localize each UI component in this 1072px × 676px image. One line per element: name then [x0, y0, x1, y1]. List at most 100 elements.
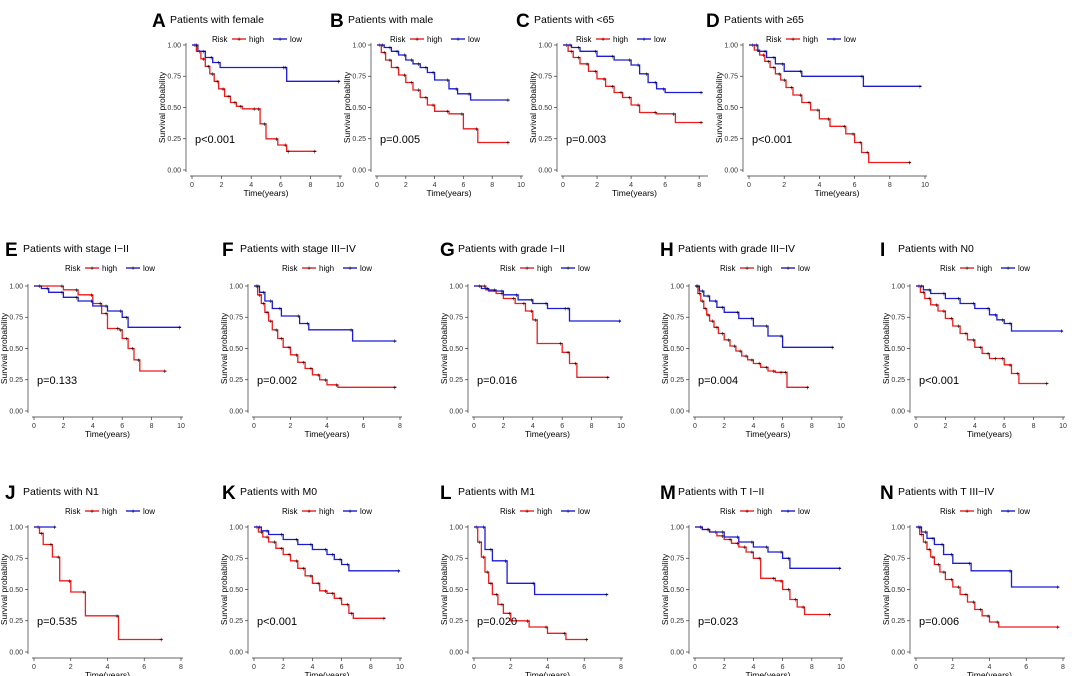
- censor-mark-high: +: [721, 331, 725, 338]
- censor-mark-high: +: [56, 555, 60, 562]
- y-axis-label-j: Survival probability: [0, 553, 9, 625]
- x-tick-label: 4: [546, 664, 550, 671]
- censor-mark-high: +: [842, 124, 846, 131]
- x-axis-label-d: Time(years): [814, 188, 859, 198]
- chart-title-g: Patients with grade I−II: [458, 243, 565, 255]
- censor-mark-low: +: [918, 84, 922, 91]
- legend-swatch-mark-high: +: [745, 508, 749, 515]
- p-value-n: p=0.006: [919, 616, 959, 628]
- censor-mark-high: +: [798, 93, 802, 100]
- panel-letter-d: D: [706, 11, 720, 32]
- p-value-f: p=0.002: [257, 375, 297, 387]
- y-tick-label: 0.50: [9, 346, 23, 353]
- legend-swatch-mark-high: +: [90, 265, 94, 272]
- legend-g: Risk + high + low: [500, 264, 590, 273]
- censor-mark-low: +: [409, 58, 413, 65]
- censor-mark-low: +: [779, 550, 783, 557]
- y-axis-label-f: Survival probability: [219, 312, 229, 384]
- x-tick-label: 6: [781, 664, 785, 671]
- x-tick-label: 10: [336, 182, 344, 189]
- x-tick-label: 0: [472, 664, 476, 671]
- censor-mark-high: +: [274, 327, 278, 334]
- x-axis-label-e: Time(years): [85, 429, 130, 439]
- censor-mark-high: +: [323, 588, 327, 595]
- censor-mark-low: +: [786, 556, 790, 563]
- legend-swatch-mark-high: +: [965, 265, 969, 272]
- x-tick-label: 0: [914, 423, 918, 430]
- censor-mark-high: +: [255, 525, 259, 532]
- censor-mark-low: +: [402, 53, 406, 60]
- censor-mark-high: +: [743, 545, 747, 552]
- censor-mark-low: +: [611, 54, 615, 61]
- y-axis-label-l: Survival probability: [439, 553, 449, 625]
- censor-mark-high: +: [699, 120, 703, 127]
- panel-h: H Patients with grade III−IV Risk + high + low…: [660, 240, 845, 439]
- censor-mark-low: +: [269, 299, 273, 306]
- y-tick-label: 1.00: [670, 283, 684, 290]
- censor-mark-high: +: [49, 542, 53, 549]
- censor-mark-high: +: [1001, 356, 1005, 363]
- legend-swatch-mark-high: +: [525, 508, 529, 515]
- x-tick-label: 6: [582, 664, 586, 671]
- censor-mark-low: +: [331, 552, 335, 559]
- censor-mark-high: +: [395, 65, 399, 72]
- x-tick-label: 10: [1059, 423, 1067, 430]
- y-tick-label: 0.00: [891, 649, 905, 656]
- censor-mark-high: +: [424, 95, 428, 102]
- legend-entry-high: high: [977, 264, 992, 273]
- censor-mark-high: +: [653, 110, 657, 117]
- y-tick-label: 0.25: [167, 136, 181, 143]
- y-tick-label: 0.75: [9, 556, 23, 563]
- y-tick-label: 0.00: [538, 167, 552, 174]
- x-tick-label: 0: [561, 182, 565, 189]
- censor-mark-high: +: [713, 530, 717, 537]
- censor-mark-low: +: [566, 306, 570, 313]
- x-tick-label: 8: [369, 664, 373, 671]
- censor-mark-high: +: [460, 111, 464, 118]
- censor-mark-high: +: [986, 613, 990, 620]
- y-tick-label: 0.00: [167, 167, 181, 174]
- series-high-line: [916, 526, 1060, 628]
- censor-mark-high: +: [738, 349, 742, 356]
- censor-mark-low: +: [283, 65, 287, 72]
- chart-title-c: Patients with <65: [534, 14, 614, 26]
- censor-mark-high: +: [805, 385, 809, 392]
- legend-f: Risk + high + low: [282, 264, 372, 273]
- y-tick-label: 0.50: [724, 105, 738, 112]
- panel-letter-f: F: [222, 240, 234, 261]
- censor-mark-high: +: [252, 106, 256, 113]
- censor-mark-high: +: [979, 607, 983, 614]
- censor-mark-high: +: [907, 160, 911, 167]
- censor-mark-high: +: [562, 631, 566, 638]
- censor-mark-high: +: [159, 637, 163, 644]
- censor-mark-high: +: [116, 326, 120, 333]
- series-low-line: [377, 44, 510, 101]
- x-tick-label: 0: [190, 182, 194, 189]
- censor-mark-low: +: [424, 65, 428, 72]
- x-tick-label: 2: [951, 664, 955, 671]
- censor-mark-high: +: [750, 550, 754, 557]
- censor-mark-low: +: [576, 45, 580, 52]
- panel-d: D Patients with ≥65 Risk + high + low 0.00 0.25 0…: [706, 11, 929, 198]
- censor-mark-low: +: [1059, 329, 1063, 336]
- censor-mark-low: +: [531, 581, 535, 588]
- legend-swatch-mark-high: +: [90, 508, 94, 515]
- censor-mark-low: +: [296, 314, 300, 321]
- legend-swatch-mark-high: +: [237, 36, 241, 43]
- censor-mark-high: +: [104, 311, 108, 318]
- y-tick-label: 0.75: [449, 315, 463, 322]
- x-tick-label: 0: [32, 664, 36, 671]
- series-low-line: [695, 526, 841, 569]
- censor-mark-high: +: [211, 71, 215, 78]
- y-tick-label: 0.50: [891, 346, 905, 353]
- censor-mark-high: +: [566, 350, 570, 357]
- censor-mark-high: +: [98, 301, 102, 308]
- panel-e: E Patients with stage I−II Risk + high + low 0.…: [0, 240, 185, 439]
- x-tick-label: 2: [404, 182, 408, 189]
- legend-title: Risk: [500, 264, 517, 273]
- chart-title-k: Patients with M0: [240, 486, 317, 498]
- censor-mark-high: +: [1056, 625, 1060, 632]
- legend-title: Risk: [65, 264, 82, 273]
- x-tick-label: 2: [509, 664, 513, 671]
